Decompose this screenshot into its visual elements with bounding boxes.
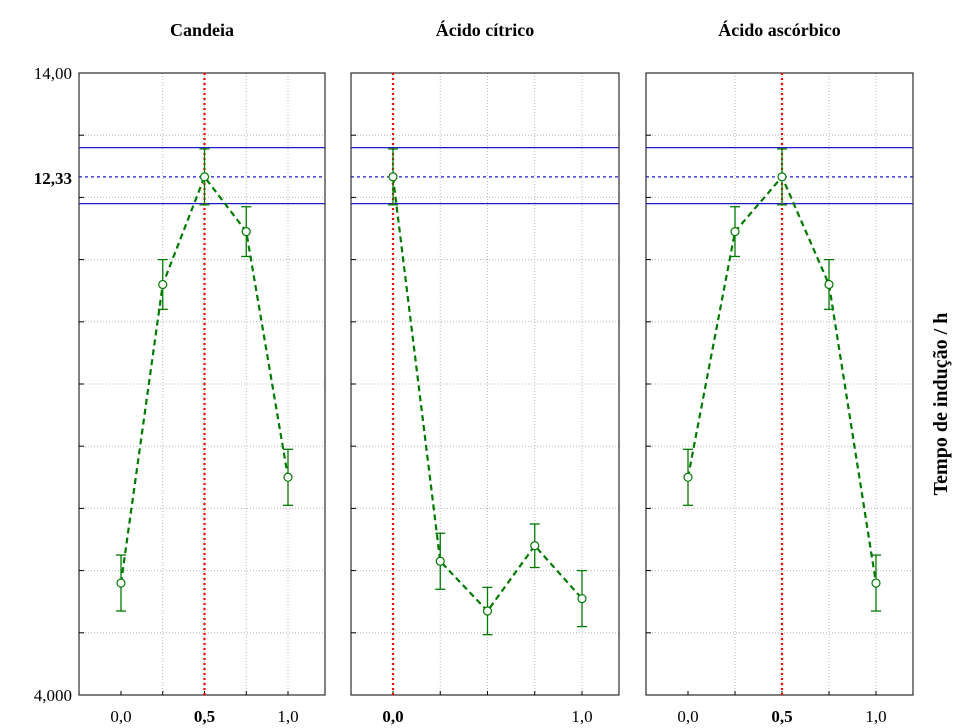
data-point bbox=[577, 593, 587, 604]
data-point bbox=[435, 556, 445, 566]
x-tick-label: 1,0 bbox=[571, 707, 592, 726]
data-point bbox=[730, 227, 740, 237]
panel-3: Ácido ascórbico 0,0 0,5 1,0 bbox=[645, 19, 914, 726]
data-point bbox=[388, 172, 398, 182]
panel-2: Ácido cítrico 0,0 1,0 bbox=[350, 19, 620, 726]
data-point bbox=[199, 172, 210, 182]
x-tick-label: 0,5 bbox=[194, 707, 215, 726]
y-tick-label: 14,00 bbox=[34, 64, 72, 83]
series-line bbox=[119, 174, 290, 584]
data-point bbox=[777, 172, 787, 182]
data-point bbox=[116, 578, 126, 588]
y-tick-label: 12,33 bbox=[34, 169, 72, 188]
data-point bbox=[683, 472, 693, 482]
panel-title: Candeia bbox=[170, 20, 234, 40]
x-tick-label: 1,0 bbox=[865, 707, 886, 726]
panel-frame bbox=[645, 72, 914, 696]
y-tick-label: 4,000 bbox=[34, 686, 72, 705]
x-tick-label: 1,0 bbox=[277, 707, 298, 726]
data-point bbox=[530, 541, 540, 551]
x-tick-label: 0,0 bbox=[382, 707, 403, 726]
panel-1: Candeia 0,0 0,5 1,0 bbox=[78, 20, 326, 726]
data-point bbox=[158, 279, 168, 290]
data-point bbox=[283, 472, 293, 482]
panel-title: Ácido cítrico bbox=[436, 19, 534, 40]
y-axis-label: Tempo de indução / h bbox=[930, 313, 952, 496]
data-point bbox=[871, 578, 881, 588]
x-tick-label: 0,5 bbox=[771, 707, 792, 726]
x-tick-label: 0,0 bbox=[110, 707, 131, 726]
data-point bbox=[241, 227, 251, 237]
data-point bbox=[482, 606, 493, 616]
panel-title: Ácido ascórbico bbox=[718, 19, 840, 40]
x-tick-label: 0,0 bbox=[677, 707, 698, 726]
data-point bbox=[824, 279, 834, 290]
